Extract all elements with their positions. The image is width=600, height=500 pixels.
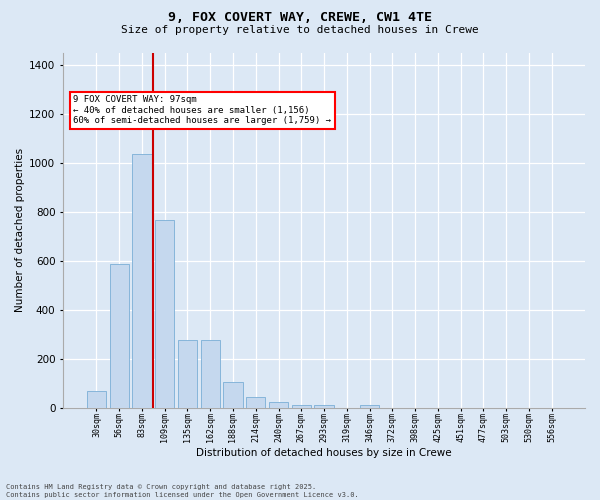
Bar <box>292 405 311 408</box>
Text: 9 FOX COVERT WAY: 97sqm
← 40% of detached houses are smaller (1,156)
60% of semi: 9 FOX COVERT WAY: 97sqm ← 40% of detache… <box>73 95 331 125</box>
Bar <box>246 398 265 408</box>
Bar <box>269 402 288 408</box>
Text: Contains HM Land Registry data © Crown copyright and database right 2025.
Contai: Contains HM Land Registry data © Crown c… <box>6 484 359 498</box>
Bar <box>132 154 152 408</box>
Text: 9, FOX COVERT WAY, CREWE, CW1 4TE: 9, FOX COVERT WAY, CREWE, CW1 4TE <box>168 11 432 24</box>
Bar <box>155 220 175 408</box>
Bar <box>200 340 220 408</box>
Bar <box>360 405 379 408</box>
Bar <box>87 390 106 408</box>
Bar <box>178 340 197 408</box>
Text: Size of property relative to detached houses in Crewe: Size of property relative to detached ho… <box>121 25 479 35</box>
Bar <box>110 264 129 408</box>
Bar <box>223 382 242 408</box>
X-axis label: Distribution of detached houses by size in Crewe: Distribution of detached houses by size … <box>196 448 452 458</box>
Bar <box>314 406 334 408</box>
Y-axis label: Number of detached properties: Number of detached properties <box>15 148 25 312</box>
